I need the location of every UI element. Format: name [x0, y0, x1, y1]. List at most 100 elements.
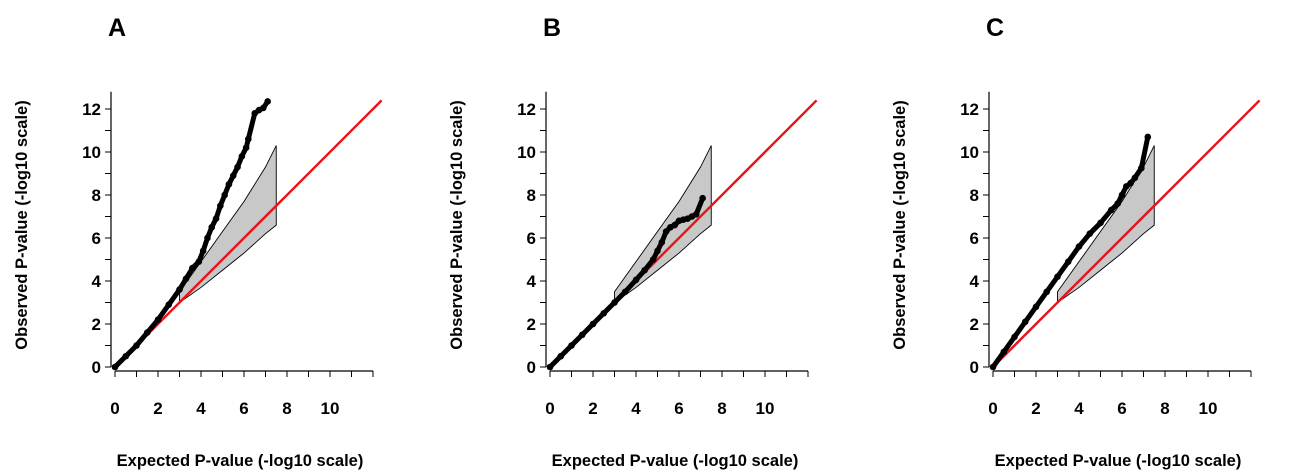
data-point	[621, 288, 629, 296]
panel-letter: B	[543, 14, 561, 42]
data-point	[1144, 133, 1152, 141]
data-point	[189, 264, 196, 272]
data-point	[1021, 318, 1029, 326]
data-point	[133, 342, 140, 349]
data-point	[1075, 243, 1083, 250]
data-point	[589, 320, 597, 328]
data-point	[600, 309, 608, 317]
data-point	[699, 194, 706, 202]
y-tick-label: 2	[970, 315, 979, 334]
y-axis-title: Observed P-value (-log10 scale)	[891, 100, 909, 349]
y-tick-label: 6	[527, 229, 536, 248]
y-tick-label: 2	[527, 315, 536, 334]
data-point	[1064, 258, 1072, 265]
y-tick-label: 4	[970, 272, 980, 291]
data-point	[212, 215, 220, 222]
data-point	[182, 275, 190, 283]
data-point	[245, 135, 252, 143]
x-tick-label: 2	[1031, 399, 1040, 418]
x-tick-label: 4	[631, 399, 641, 418]
data-point	[1138, 164, 1145, 172]
data-point	[568, 342, 575, 349]
x-tick-label: 6	[1117, 399, 1126, 418]
data-point	[1127, 179, 1134, 187]
data-point	[611, 299, 618, 306]
x-tick-label: 2	[588, 399, 597, 418]
data-point	[1011, 333, 1018, 341]
data-point	[632, 276, 640, 284]
qq-panel-c: C 0 2 4 6 8 10 0 2 4 6 8 10 12 Expected P-value (-log1…	[891, 14, 1261, 470]
y-tick-label: 4	[92, 272, 102, 291]
data-point	[1086, 230, 1094, 237]
x-tick-label: 0	[545, 399, 554, 418]
x-axis-title: Expected P-value (-log10 scale)	[552, 452, 799, 470]
y-tick-label: 6	[970, 229, 979, 248]
data-point	[1043, 288, 1051, 296]
x-tick-label: 6	[674, 399, 683, 418]
y-tick-label: 10	[960, 143, 979, 162]
y-tick-label: 10	[82, 143, 101, 162]
data-point	[662, 228, 670, 235]
qq-panel-a: A 0 2 4 6 8 10 0 2 4 6 8 10 12 Expected P-value (-log1…	[13, 14, 383, 470]
x-tick-label: 0	[110, 399, 119, 418]
data-point	[204, 234, 211, 242]
y-tick-label: 0	[527, 358, 536, 377]
panel-letter: A	[108, 14, 126, 42]
data-point	[641, 266, 648, 274]
y-tick-label: 8	[92, 186, 101, 205]
x-tick-label: 6	[239, 399, 248, 418]
data-point	[1032, 303, 1040, 311]
y-tick-label: 4	[527, 272, 537, 291]
data-point	[176, 286, 183, 293]
y-tick-label: 6	[92, 229, 101, 248]
observed-points-trace	[990, 134, 1151, 370]
x-axis-title: Expected P-value (-log10 scale)	[117, 452, 364, 470]
confidence-band	[179, 145, 277, 304]
x-tick-label: 10	[321, 399, 340, 418]
data-point	[238, 153, 246, 160]
data-point	[649, 256, 657, 263]
data-point	[229, 172, 237, 179]
qq-panel-b: B 0 2 4 6 8 10 0 2 4 6 8 10 12 Expected P-value (-log1…	[448, 14, 818, 470]
x-tick-label: 8	[1160, 399, 1169, 418]
data-point	[1114, 200, 1121, 207]
reference-line	[992, 99, 1261, 368]
data-point	[111, 363, 119, 371]
data-point	[1097, 219, 1104, 227]
x-tick-label: 2	[153, 399, 162, 418]
x-tick-label: 8	[282, 399, 291, 418]
y-tick-label: 2	[92, 315, 101, 334]
x-tick-label: 4	[196, 399, 206, 418]
data-point	[1131, 174, 1139, 182]
data-point	[154, 316, 162, 324]
y-tick-label: 8	[527, 186, 536, 205]
y-tick-label: 10	[517, 143, 536, 162]
x-tick-label: 4	[1074, 399, 1084, 418]
x-axis-title: Expected P-value (-log10 scale)	[995, 452, 1242, 470]
data-point	[1118, 191, 1126, 199]
x-tick-label: 8	[717, 399, 726, 418]
y-tick-label: 12	[517, 100, 536, 119]
data-point	[225, 180, 233, 188]
data-point	[1107, 206, 1115, 214]
data-point	[242, 144, 250, 151]
data-point	[122, 352, 130, 360]
confidence-band	[1057, 145, 1155, 304]
y-axis-title: Observed P-value (-log10 scale)	[448, 100, 466, 349]
y-tick-label: 0	[970, 358, 979, 377]
data-point	[199, 247, 207, 255]
data-point	[234, 163, 241, 171]
confidence-band	[614, 145, 712, 304]
data-point	[1000, 348, 1008, 356]
data-point	[260, 104, 267, 112]
data-point	[221, 191, 228, 199]
data-point	[165, 301, 173, 308]
y-axis-title: Observed P-value (-log10 scale)	[13, 100, 31, 349]
panel-letter: C	[986, 14, 1004, 42]
data-point	[578, 331, 586, 339]
data-point	[264, 98, 271, 105]
data-point	[692, 211, 700, 218]
data-point	[557, 352, 565, 360]
data-point	[654, 247, 661, 255]
